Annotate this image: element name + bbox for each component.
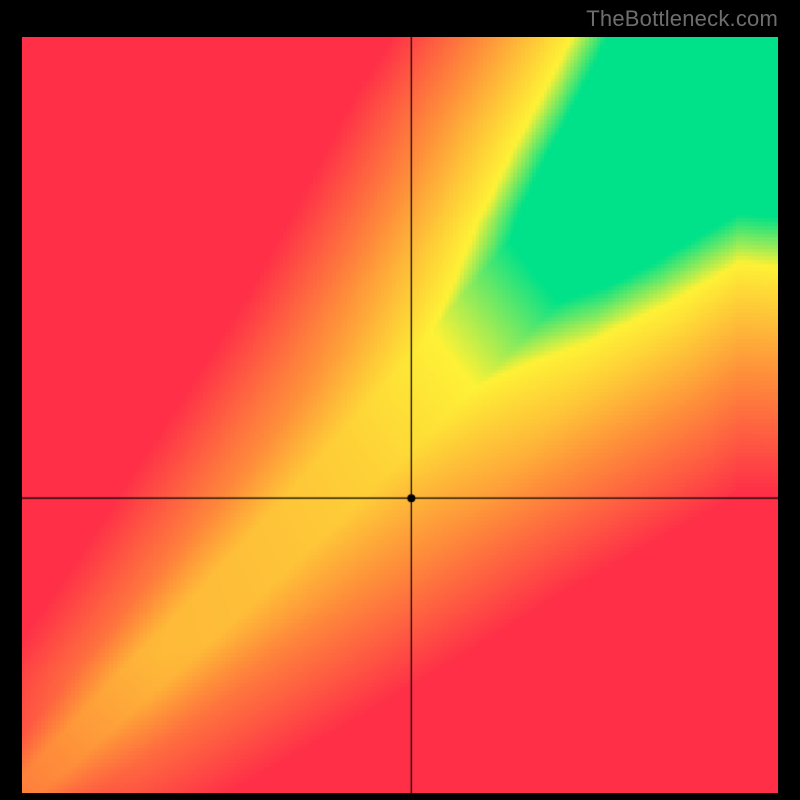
bottleneck-heatmap xyxy=(22,37,778,793)
watermark-text: TheBottleneck.com xyxy=(586,6,778,32)
root-container: { "watermark": { "text": "TheBottleneck.… xyxy=(0,0,800,800)
